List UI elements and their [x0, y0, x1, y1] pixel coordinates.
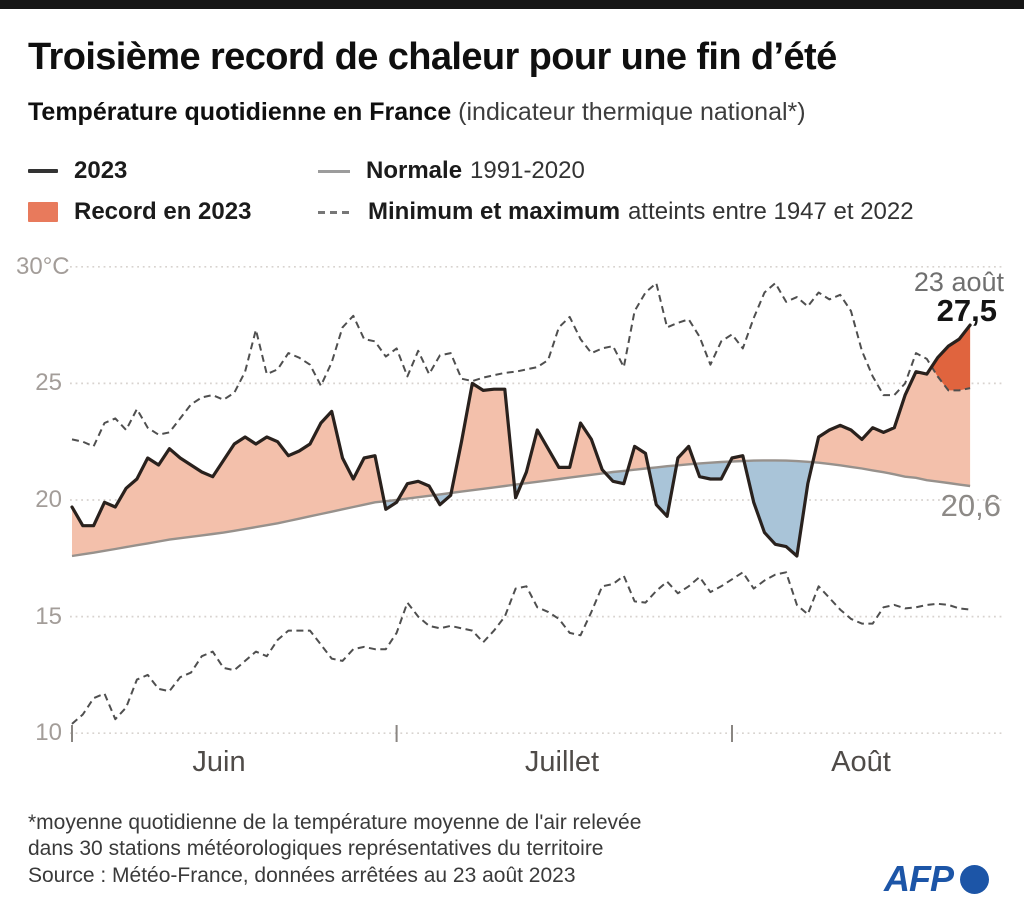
legend-label-2023: 2023	[74, 157, 128, 184]
source-text: Source : Météo-France, données arrêtées …	[28, 864, 576, 887]
dashed-line-swatch-icon	[318, 210, 352, 214]
line-swatch-2023-icon	[28, 169, 58, 173]
y-axis-label-10: 10	[35, 719, 62, 746]
afp-logo: AFP	[884, 858, 989, 900]
x-axis-label-aout: Août	[831, 746, 891, 778]
y-axis-label-30: 30°C	[16, 253, 70, 280]
annotation-peak-value: 27,5	[936, 293, 997, 328]
afp-logo-text: AFP	[884, 858, 954, 899]
afp-globe-icon	[960, 864, 989, 894]
page-subtitle: Température quotidienne en France (indic…	[28, 96, 1008, 128]
y-axis-label-15: 15	[35, 603, 62, 630]
legend-item-2023: 2023	[28, 157, 127, 185]
line-swatch-normale-icon	[318, 169, 350, 173]
record-swatch-icon	[28, 202, 58, 222]
annotation-normale-value: 20,6	[940, 488, 1001, 523]
legend-item-minmax: Minimum et maximum atteints entre 1947 e…	[318, 198, 914, 226]
footnote-line2: dans 30 stations météorologiques représe…	[28, 837, 604, 860]
footnote-line1: *moyenne quotidienne de la température m…	[28, 811, 642, 834]
legend-label-normale: Normale	[366, 157, 463, 184]
legend-sub-normale: 1991-2020	[470, 157, 585, 184]
annotation-peak-date: 23 août	[913, 267, 1004, 297]
legend-item-normale: Normale 1991-2020	[318, 157, 585, 185]
y-axis-label-25: 25	[35, 369, 62, 396]
x-axis-label-juin: Juin	[192, 746, 246, 778]
y-axis-label-20: 20	[35, 486, 62, 513]
subtitle-note: (indicateur thermique national*)	[451, 98, 806, 126]
legend-sub-minmax: atteints entre 1947 et 2022	[628, 198, 914, 225]
legend-item-record: Record en 2023	[28, 198, 251, 226]
x-axis-label-juillet: Juillet	[524, 746, 600, 778]
page-title: Troisième record de chaleur pour une fin…	[28, 36, 837, 78]
subtitle-bold: Température quotidienne en France	[28, 98, 452, 126]
legend-label-record: Record en 2023	[74, 198, 252, 225]
top-accent-bar	[0, 0, 1024, 9]
legend-label-minmax: Minimum et maximum	[368, 198, 621, 225]
